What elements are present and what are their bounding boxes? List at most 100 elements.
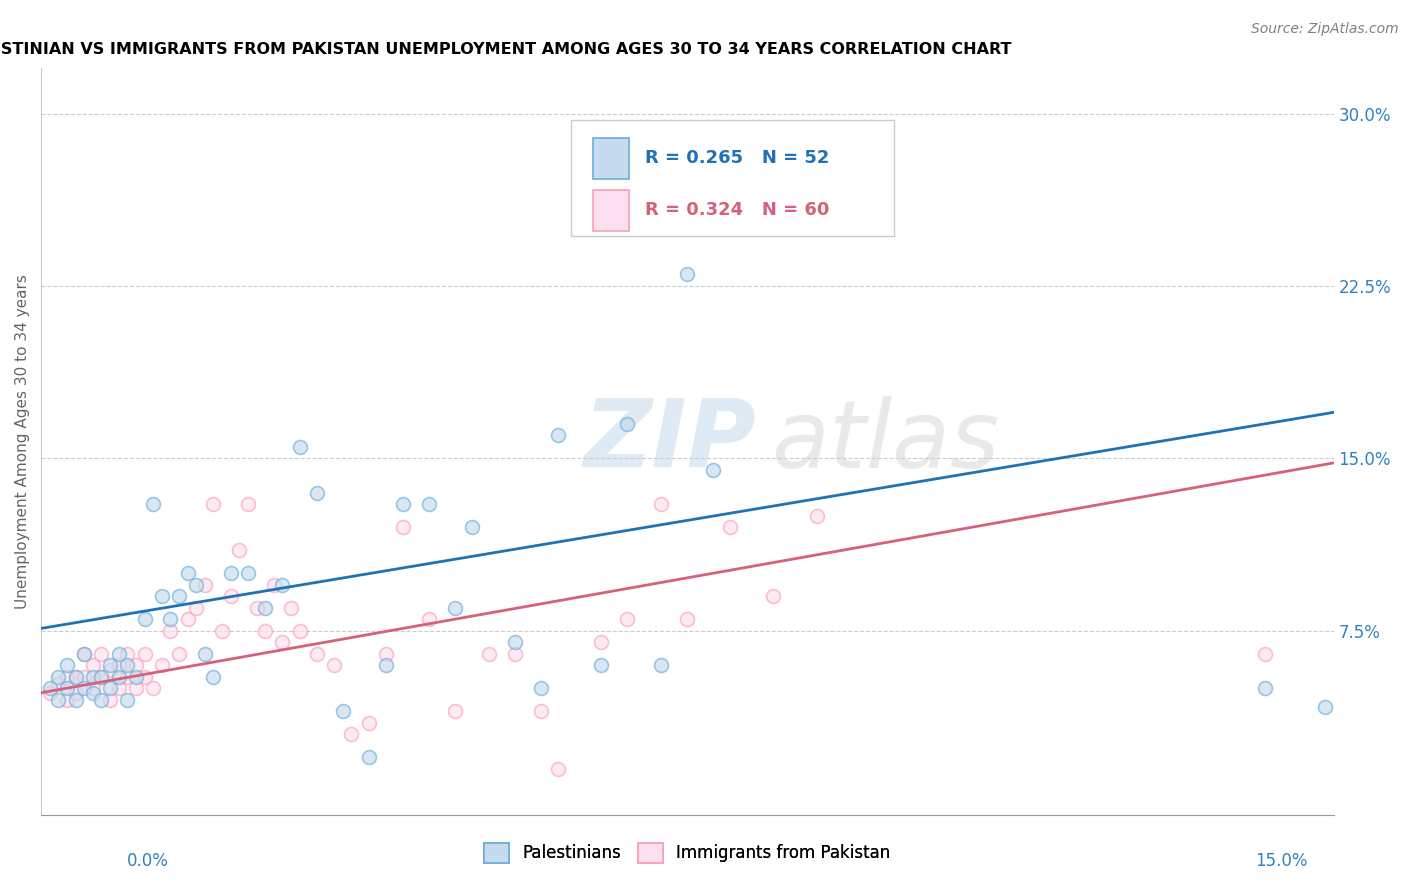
Point — [323, 658, 346, 673]
Point — [254, 600, 277, 615]
Text: atlas: atlas — [772, 396, 1000, 487]
Point — [236, 497, 259, 511]
Point — [591, 635, 613, 649]
Point — [82, 670, 104, 684]
Point — [219, 589, 242, 603]
Point — [107, 658, 129, 673]
Point — [280, 600, 302, 615]
Point — [125, 681, 148, 695]
Point — [167, 647, 190, 661]
Point — [142, 497, 165, 511]
Point — [90, 692, 112, 706]
Point — [530, 681, 553, 695]
Point — [357, 715, 380, 730]
Point — [616, 612, 638, 626]
Point — [194, 578, 217, 592]
Point — [547, 428, 569, 442]
Point — [806, 508, 828, 523]
Point — [392, 497, 415, 511]
Point — [305, 485, 328, 500]
Point — [186, 600, 208, 615]
Point — [254, 624, 277, 638]
Point — [159, 624, 181, 638]
Point — [176, 566, 198, 581]
Point — [65, 692, 87, 706]
Point — [65, 686, 87, 700]
Text: 0.0%: 0.0% — [127, 852, 169, 870]
Point — [82, 681, 104, 695]
Point — [676, 612, 699, 626]
Y-axis label: Unemployment Among Ages 30 to 34 years: Unemployment Among Ages 30 to 34 years — [15, 274, 30, 608]
Point — [98, 658, 121, 673]
Point — [211, 624, 233, 638]
Point — [38, 681, 60, 695]
Point — [117, 670, 139, 684]
Point — [107, 681, 129, 695]
Point — [82, 686, 104, 700]
Text: R = 0.324   N = 60: R = 0.324 N = 60 — [645, 202, 830, 219]
Point — [1253, 647, 1275, 661]
Point — [107, 670, 129, 684]
Point — [56, 681, 79, 695]
Point — [271, 635, 294, 649]
Point — [90, 670, 112, 684]
Point — [530, 704, 553, 718]
Point — [186, 578, 208, 592]
Point — [73, 647, 96, 661]
Text: R = 0.265   N = 52: R = 0.265 N = 52 — [645, 149, 830, 168]
Point — [762, 589, 785, 603]
Point — [219, 566, 242, 581]
Point — [159, 612, 181, 626]
Text: Source: ZipAtlas.com: Source: ZipAtlas.com — [1251, 22, 1399, 37]
Point — [117, 692, 139, 706]
Point — [56, 658, 79, 673]
Point — [718, 520, 741, 534]
Point — [374, 658, 396, 673]
Point — [82, 658, 104, 673]
Point — [305, 647, 328, 661]
Point — [503, 635, 526, 649]
Point — [418, 612, 440, 626]
Point — [443, 704, 465, 718]
Point — [176, 612, 198, 626]
Point — [340, 727, 363, 741]
Point — [616, 417, 638, 431]
Point — [134, 647, 156, 661]
Point — [202, 497, 225, 511]
Point — [228, 543, 250, 558]
Point — [150, 658, 173, 673]
Point — [1253, 681, 1275, 695]
Point — [73, 647, 96, 661]
Point — [357, 750, 380, 764]
Point — [392, 520, 415, 534]
Point — [263, 578, 285, 592]
Point — [56, 670, 79, 684]
Point — [107, 647, 129, 661]
Point — [46, 670, 69, 684]
Point — [676, 268, 699, 282]
Point — [125, 670, 148, 684]
Point — [38, 686, 60, 700]
Point — [478, 647, 501, 661]
Point — [125, 658, 148, 673]
Point — [90, 647, 112, 661]
Point — [650, 497, 672, 511]
Point — [1313, 699, 1336, 714]
Point — [202, 670, 225, 684]
Point — [98, 663, 121, 677]
Legend: Palestinians, Immigrants from Pakistan: Palestinians, Immigrants from Pakistan — [478, 836, 897, 870]
Point — [117, 647, 139, 661]
Text: ZIP: ZIP — [583, 395, 756, 487]
Point — [236, 566, 259, 581]
Point — [134, 670, 156, 684]
FancyBboxPatch shape — [593, 190, 628, 231]
Point — [65, 670, 87, 684]
Point — [461, 520, 484, 534]
Point — [65, 670, 87, 684]
Point — [547, 762, 569, 776]
Point — [98, 692, 121, 706]
Point — [288, 624, 311, 638]
Point — [503, 647, 526, 661]
Point — [46, 676, 69, 690]
Point — [194, 647, 217, 661]
